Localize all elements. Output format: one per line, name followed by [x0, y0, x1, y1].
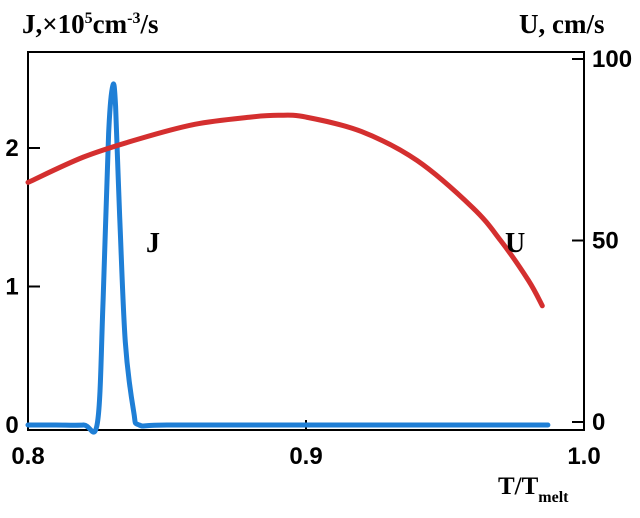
- x-tick-label: 0.9: [289, 443, 322, 470]
- series-label-j: J: [146, 228, 160, 259]
- left-axis-label: J,×105cm-3/s: [22, 9, 158, 39]
- series-line-u: [25, 112, 545, 309]
- series-label-u: U: [505, 228, 525, 259]
- tick-marks: 0.8 0.9 1.0 0 1 2 0 50 100: [5, 46, 632, 470]
- x-tick-label: 1.0: [567, 443, 600, 470]
- left-tick-label: 0: [5, 412, 18, 439]
- left-tick-label: 2: [5, 135, 18, 162]
- right-tick-label: 0: [592, 409, 605, 436]
- x-tick-label: 0.8: [11, 443, 44, 470]
- left-tick-label: 1: [5, 274, 18, 301]
- right-tick-label: 50: [592, 228, 619, 255]
- x-axis-label: T/Tmelt: [498, 473, 569, 506]
- series-line-j: [25, 81, 551, 435]
- right-tick-label: 100: [592, 46, 632, 73]
- right-axis-label: U, cm/s: [519, 9, 604, 39]
- series-layer: [25, 81, 551, 435]
